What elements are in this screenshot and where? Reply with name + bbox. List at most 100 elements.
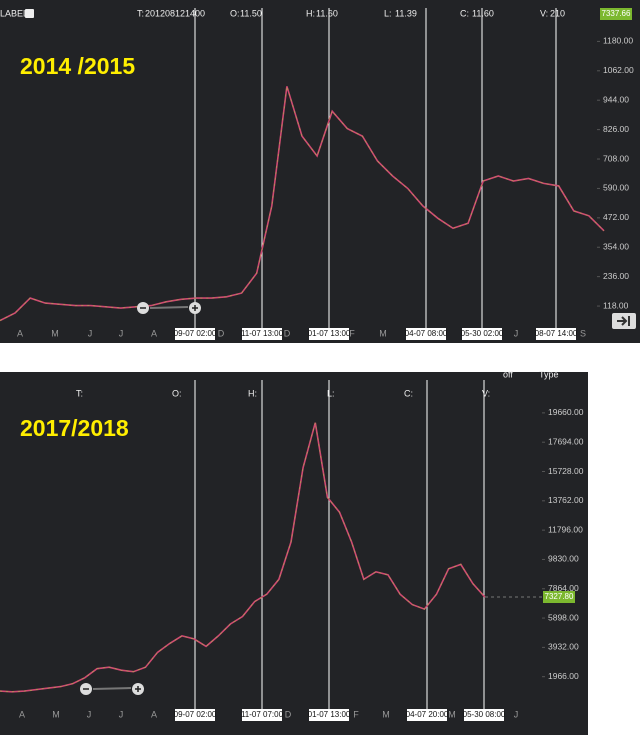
date-label: 05-30 02:00	[461, 329, 504, 338]
y-tick-label: 9830.00	[548, 554, 579, 564]
scroll-arrow	[617, 316, 630, 326]
header-label: H:	[306, 8, 315, 18]
header-label: O:	[230, 8, 240, 18]
zoom-icons	[140, 305, 198, 311]
header-label: O:	[172, 388, 182, 398]
header-label: L:	[384, 8, 392, 18]
month-label: A	[151, 709, 157, 719]
date-box	[309, 709, 349, 721]
date-label: 11-07 13:00	[241, 329, 284, 338]
header-label: H:	[248, 388, 257, 398]
y-tick-label: 7864.00	[548, 583, 579, 593]
price-badge	[600, 8, 632, 20]
menu: off	[503, 369, 513, 379]
price-badge-text: 7327.80	[545, 592, 574, 601]
date-box	[536, 328, 576, 340]
month-label: F	[353, 709, 359, 719]
month-label: J	[87, 709, 92, 719]
month-label: J	[119, 328, 124, 338]
month-label: J	[88, 328, 93, 338]
date-box	[462, 328, 502, 340]
month-label: D	[284, 328, 291, 338]
date-box	[175, 709, 215, 721]
y-tick-label: 1180.00	[603, 36, 633, 46]
date-label: 09-07 02:00	[174, 329, 217, 338]
zoom-bar	[92, 687, 132, 690]
header-label: T:	[137, 8, 144, 18]
y-tick-label: 590.00	[603, 183, 629, 193]
checkbox	[25, 9, 34, 18]
header-label: C:	[404, 388, 413, 398]
header-label: L:	[327, 388, 335, 398]
month-label: M	[51, 328, 59, 338]
month-label: S	[580, 328, 586, 338]
month-label: M	[52, 709, 60, 719]
y-tick-label: 15728.00	[548, 466, 584, 476]
y-tick-label: 11796.00	[548, 524, 583, 534]
header-label: T:	[76, 388, 83, 398]
month-label: A	[19, 709, 25, 719]
header-value: 11.50	[240, 8, 262, 18]
month-label: M	[379, 328, 387, 338]
y-tick-label: 708.00	[603, 153, 629, 163]
month-label: J	[514, 709, 519, 719]
header-label: C:	[460, 8, 469, 18]
price-line-shadow	[0, 422, 486, 693]
panel	[0, 0, 640, 343]
date-box	[464, 709, 504, 721]
date-box	[242, 328, 282, 340]
y-tick-label: 472.00	[603, 212, 629, 222]
y-tick-label: 13762.00	[548, 495, 584, 505]
month-label: J	[119, 709, 124, 719]
y-tick-label: 118.00	[603, 300, 629, 310]
menu: Type	[539, 369, 559, 379]
header-value: 11.60	[472, 8, 494, 18]
header-value: 11.39	[395, 8, 417, 18]
y-tick-label: 5898.00	[548, 612, 579, 622]
y-tick-label: 826.00	[603, 124, 629, 134]
label-toggle: LABEL:	[0, 8, 31, 18]
panel	[0, 372, 588, 735]
date-label: 05-30 08:00	[463, 710, 506, 719]
date-box	[309, 328, 349, 340]
panel-title: 2017/2018	[20, 415, 129, 441]
header-label: V:	[540, 8, 548, 18]
y-tick-label: 3932.00	[548, 642, 579, 652]
date-label: 01-07 13:00	[308, 329, 351, 338]
date-label: 08-07 14:00	[535, 329, 578, 338]
y-tick-label: 944.00	[603, 94, 629, 104]
header-label: V:	[482, 388, 490, 398]
header-value: 201208121400	[145, 8, 205, 18]
zoom-icons	[83, 686, 141, 692]
date-label: 04-07 20:00	[406, 710, 449, 719]
zoom-bar	[149, 306, 189, 309]
y-tick-label: 1062.00	[603, 65, 634, 75]
month-label: D	[218, 328, 225, 338]
panel-title: 2014 /2015	[20, 53, 135, 79]
header-value: 11.60	[316, 8, 338, 18]
price-badge	[543, 591, 575, 603]
month-label: M	[382, 709, 390, 719]
y-tick-label: 19660.00	[548, 407, 584, 417]
month-label: F	[349, 328, 355, 338]
month-label: M	[448, 709, 456, 719]
month-label: D	[285, 709, 292, 719]
header-value: 210	[550, 8, 565, 18]
month-label: A	[151, 328, 157, 338]
date-label: 09-07 02:00	[174, 710, 217, 719]
date-label: 01-07 13:00	[308, 710, 351, 719]
y-tick-label: 1966.00	[548, 671, 579, 681]
date-label: 11-07 07:00	[241, 710, 284, 719]
price-line-shadow	[0, 86, 605, 321]
y-tick-label: 17694.00	[548, 436, 584, 446]
month-label: A	[17, 328, 23, 338]
month-label: J	[514, 328, 519, 338]
y-tick-label: 236.00	[603, 271, 629, 281]
date-box	[407, 709, 447, 721]
y-tick-label: 354.00	[603, 241, 629, 251]
date-box	[406, 328, 446, 340]
date-box	[175, 328, 215, 340]
date-box	[242, 709, 282, 721]
date-label: 04-07 08:00	[405, 329, 448, 338]
